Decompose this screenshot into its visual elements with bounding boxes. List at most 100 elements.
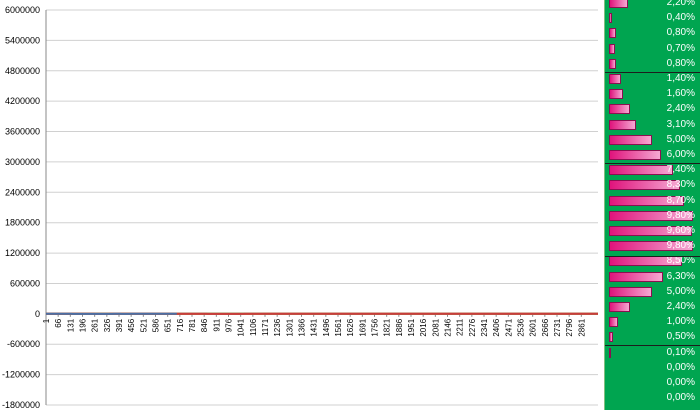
x-tick-label: 911 [212,318,221,331]
chart-canvas: 6000000540000048000004200000360000030000… [2,5,599,410]
distribution-label: 0,80% [666,27,695,39]
distribution-row: 6,00% [605,148,700,163]
x-tick-label: 66 [54,318,63,327]
x-tick-label: 2861 [577,318,586,336]
distribution-label: 3,10% [666,118,695,130]
distribution-bar [609,195,684,206]
distribution-bar [609,150,661,160]
x-tick-label: 2081 [431,318,440,336]
distribution-label: 0,70% [666,42,695,54]
x-tick-label: 1171 [261,318,270,336]
distribution-row: 2,40% [605,300,700,315]
distribution-bar [609,332,614,343]
x-tick-label: 1496 [322,318,331,336]
x-tick-label: 2666 [541,318,550,336]
y-tick-label: -1800000 [2,400,40,410]
distribution-label: 9,80% [666,209,695,221]
distribution-label: 8,30% [666,179,695,191]
distribution-bar [609,89,623,100]
distribution-row: 1,00% [605,315,700,330]
x-tick-label: 2471 [504,318,513,336]
x-tick-label: 1106 [249,318,258,336]
distribution-row: 9,60% [605,224,700,239]
distribution-bar [609,180,681,191]
y-tick-label: 6000000 [5,5,40,15]
distribution-row: 1,40% [605,72,700,87]
x-tick-label: 2211 [456,318,465,336]
y-tick-label: -1200000 [2,370,40,380]
x-tick-label: 326 [103,318,112,332]
distribution-row: 1,60% [605,87,700,102]
distribution-label: 6,30% [666,270,695,282]
x-tick-label: 261 [91,318,100,332]
distribution-bar [609,43,616,54]
distribution-bar [609,104,630,115]
x-tick-label: 1886 [395,318,404,336]
distribution-bar [609,0,628,8]
distribution-bar [609,119,636,130]
distribution-bar [609,13,613,24]
distribution-bar [609,165,673,176]
y-tick-label: 1200000 [5,248,40,258]
x-tick-label: 1431 [310,318,319,336]
line-chart: 6000000 5400000 4800000 4200000 3600000 30000… [2,5,599,410]
distribution-panel: 2,20% 0,40% 0,80% 0,70% 0,80% 1,40% 1,60% 2,40%… [604,0,700,410]
distribution-row: 0,10% [605,346,700,361]
distribution-bar [609,74,622,84]
distribution-row: 0,50% [605,330,700,345]
distribution-label: 2,40% [666,301,695,312]
distribution-row: 8,70% [605,194,700,209]
distribution-label: 0,00% [666,361,695,373]
distribution-label: 7,40% [666,164,695,176]
panel-separator [605,163,700,164]
x-tick-label: 1366 [298,318,307,336]
x-tick-label: 2406 [492,318,501,336]
x-tick-label: 1821 [383,318,392,336]
distribution-label: 8,50% [666,255,695,267]
panel-separator [605,72,700,73]
x-tick-label: 1561 [334,318,343,336]
x-tick-label: 2796 [565,318,574,336]
distribution-bar [609,226,692,236]
panel-separator [605,345,700,346]
distribution-bar [609,286,652,297]
distribution-label: 9,60% [666,225,695,236]
distribution-row: 5,00% [605,133,700,148]
x-tick-label: 2146 [444,318,453,336]
x-tick-label: 2016 [419,318,428,336]
distribution-label: 0,10% [666,346,695,358]
x-tick-label: 1691 [358,318,367,336]
distribution-bar [609,241,694,252]
y-tick-label: 4800000 [5,66,40,76]
distribution-label: 1,00% [666,316,695,328]
distribution-label: 0,00% [666,377,695,388]
x-tick-label: 2536 [517,318,526,336]
distribution-row: 0,70% [605,42,700,57]
distribution-label: 0,80% [666,57,695,69]
x-tick-label: 781 [188,318,197,332]
x-tick-label: 1 [42,318,51,323]
y-tick-label: 600000 [10,278,40,288]
x-tick-label: 2731 [553,318,562,336]
x-tick-label: 651 [164,318,173,332]
x-tick-label: 456 [127,318,136,332]
x-tick-label: 2601 [529,318,538,336]
distribution-bar [609,347,611,358]
distribution-label: 6,00% [666,149,695,160]
x-tick-label: 846 [200,318,209,332]
y-tick-label: 1800000 [5,218,40,228]
x-tick-label: 1041 [237,318,246,336]
distribution-label: 9,80% [666,240,695,252]
distribution-label: 1,40% [666,73,695,84]
distribution-bar [609,134,652,145]
distribution-label: 0,40% [666,12,695,24]
y-tick-label: 5400000 [5,35,40,45]
distribution-row: 0,80% [605,26,700,41]
x-tick-label: 716 [176,318,185,332]
x-tick-label: 2276 [468,318,477,336]
distribution-bar [609,58,616,69]
x-tick-label: 1756 [371,318,380,336]
distribution-label: 2,40% [666,103,695,115]
distribution-row: 9,80% [605,209,700,224]
distribution-label: 0,50% [666,331,695,343]
